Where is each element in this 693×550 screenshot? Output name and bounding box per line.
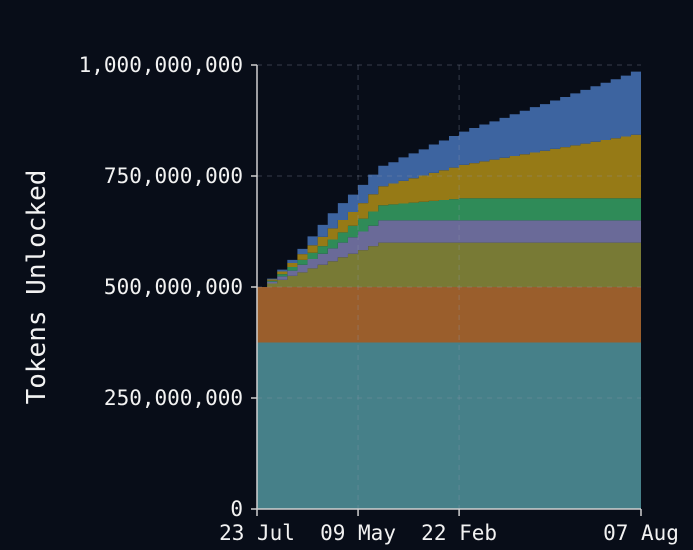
area-series-1 <box>257 342 641 509</box>
x-tick-label: 23 Jul <box>219 521 295 545</box>
area-series-2 <box>257 287 641 343</box>
area-series-5 <box>257 198 641 287</box>
y-tick-label: 250,000,000 <box>104 386 243 410</box>
y-tick-label: 0 <box>230 497 243 521</box>
area-series-6 <box>257 131 641 287</box>
y-axis-title: Tokens Unlocked <box>22 170 52 405</box>
area-series-4 <box>257 220 641 287</box>
x-tick-label: 22 Feb <box>421 521 497 545</box>
y-tick-label: 750,000,000 <box>104 164 243 188</box>
x-tick-label: 07 Aug <box>603 521 679 545</box>
x-tick-label: 09 May <box>320 521 396 545</box>
y-tick-label: 500,000,000 <box>104 275 243 299</box>
y-tick-label: 1,000,000,000 <box>79 53 243 77</box>
area-series-7 <box>257 65 641 287</box>
area-series-3 <box>257 242 641 287</box>
